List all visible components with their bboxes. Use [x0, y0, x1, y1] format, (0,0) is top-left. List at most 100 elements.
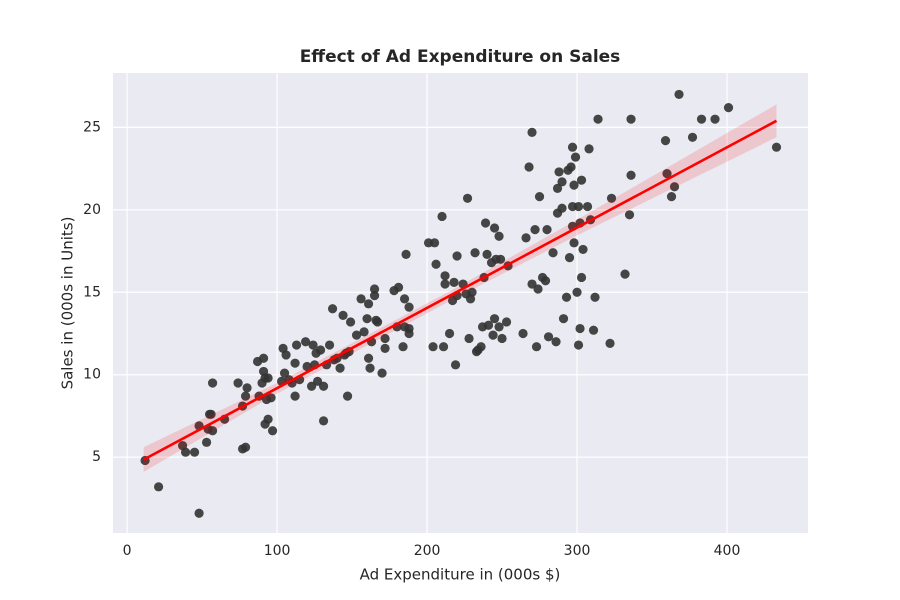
point — [590, 292, 600, 302]
y-axis-label: Sales in (000s in Units) — [59, 217, 77, 390]
point — [189, 447, 200, 457]
point — [440, 279, 450, 289]
point — [279, 368, 290, 378]
point — [437, 211, 447, 222]
point — [263, 414, 273, 424]
point — [363, 353, 374, 363]
point — [569, 238, 579, 248]
point — [494, 231, 504, 241]
point — [771, 142, 782, 152]
point — [398, 342, 408, 352]
point — [710, 114, 720, 124]
x-axis-label: Ad Expenditure in (000s $) — [360, 566, 561, 584]
point — [552, 183, 563, 194]
point — [362, 314, 372, 324]
point — [530, 225, 540, 235]
point — [605, 338, 615, 348]
point — [561, 292, 572, 302]
point — [338, 310, 348, 320]
point — [540, 276, 551, 286]
point — [153, 482, 164, 492]
point — [575, 323, 585, 334]
y-tick-label: 5 — [92, 449, 101, 465]
point — [573, 340, 584, 350]
point — [180, 447, 191, 457]
point — [263, 373, 273, 383]
point — [206, 409, 216, 419]
point — [660, 135, 671, 146]
point — [534, 192, 545, 202]
point — [573, 201, 584, 212]
point — [558, 314, 569, 324]
point — [620, 269, 630, 279]
point — [489, 223, 500, 233]
point — [393, 282, 404, 292]
point — [318, 381, 329, 391]
point — [476, 342, 486, 352]
y-tick-label: 15 — [83, 284, 101, 300]
point — [431, 259, 441, 269]
point — [452, 251, 462, 261]
point — [542, 225, 552, 235]
grid — [113, 73, 808, 533]
x-tick-label: 200 — [414, 543, 441, 559]
point — [489, 314, 500, 324]
point — [449, 277, 459, 287]
point — [494, 322, 504, 332]
x-tick-label: 0 — [123, 543, 132, 559]
point — [324, 340, 335, 350]
point — [290, 391, 300, 401]
point — [399, 294, 410, 304]
point — [626, 114, 636, 124]
point — [669, 182, 680, 192]
point — [584, 144, 594, 154]
point — [318, 416, 329, 426]
point — [518, 328, 528, 339]
point — [267, 426, 278, 436]
point — [345, 317, 356, 327]
point — [497, 333, 507, 344]
point — [440, 271, 450, 281]
point — [576, 272, 587, 283]
point — [462, 193, 473, 203]
point — [480, 218, 491, 228]
point — [377, 368, 387, 378]
point — [240, 391, 251, 401]
point — [564, 253, 575, 263]
point — [266, 393, 276, 403]
point — [674, 89, 684, 100]
point — [576, 175, 587, 185]
regression-line — [142, 119, 778, 461]
point — [335, 363, 345, 373]
y-tick-label: 20 — [83, 202, 101, 218]
point — [356, 294, 366, 304]
point — [626, 170, 636, 180]
point — [444, 328, 455, 339]
point — [404, 328, 414, 339]
point — [524, 162, 534, 172]
point — [495, 254, 506, 264]
point — [233, 378, 243, 388]
marks — [140, 89, 782, 518]
x-tick-label: 300 — [564, 543, 591, 559]
point — [687, 132, 698, 142]
point — [557, 203, 567, 213]
point — [372, 317, 383, 327]
point — [242, 383, 252, 393]
point — [369, 290, 380, 301]
point — [401, 249, 411, 259]
point — [572, 287, 582, 297]
point — [723, 103, 734, 113]
point — [482, 249, 492, 259]
point — [554, 167, 564, 177]
point — [588, 325, 599, 335]
point — [569, 180, 579, 190]
x-tick-label: 100 — [264, 543, 291, 559]
point — [365, 363, 375, 373]
point — [557, 177, 567, 187]
point — [369, 284, 380, 294]
point — [566, 162, 576, 172]
point — [380, 343, 390, 353]
